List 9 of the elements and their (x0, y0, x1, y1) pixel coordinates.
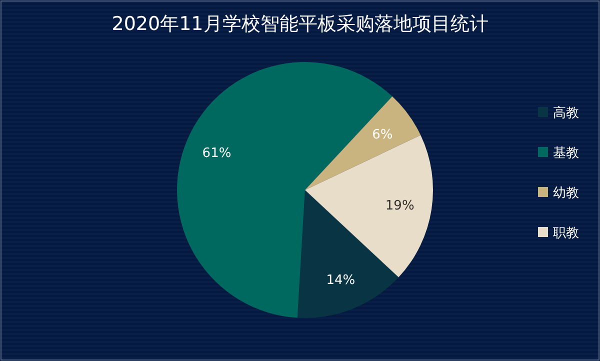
chart-title: 2020年11月学校智能平板采购落地项目统计 (112, 13, 488, 35)
data-label: 19% (385, 198, 414, 214)
legend-label: 基教 (553, 146, 579, 161)
data-label: 61% (202, 146, 232, 162)
legend-label: 职教 (553, 226, 579, 241)
data-label: 14% (326, 273, 356, 288)
data-label: 6% (372, 127, 393, 142)
legend-label: 高教 (553, 105, 579, 121)
legend-label: 幼教 (553, 186, 579, 201)
